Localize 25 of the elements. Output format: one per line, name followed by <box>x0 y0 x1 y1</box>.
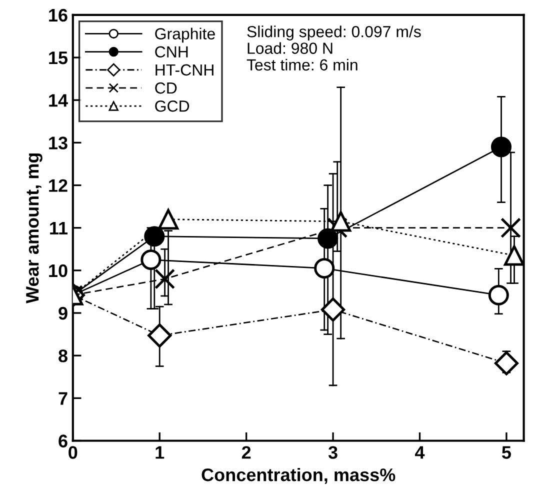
legend-label: GCD <box>155 100 190 112</box>
y-tick-label: 12 <box>49 179 68 192</box>
y-tick-label: 8 <box>58 350 68 362</box>
y-tick-label: 10 <box>49 264 68 278</box>
y-tick-label: 9 <box>58 306 68 320</box>
legend-label: CNH <box>155 46 188 58</box>
x-tick-label: 2 <box>242 446 251 459</box>
y-tick-label: 6 <box>58 434 68 448</box>
y-axis-title: Wear amount, mg <box>26 153 42 304</box>
x-tick-label: 0 <box>68 446 78 459</box>
y-tick-label: 16 <box>49 8 68 22</box>
x-tick-label: 4 <box>415 446 425 459</box>
y-tick-label: 13 <box>49 136 68 150</box>
x-tick-label: 3 <box>328 446 338 459</box>
x-tick-label: 1 <box>156 446 164 459</box>
y-tick-label: 11 <box>50 222 68 234</box>
legend-label: Graphite <box>155 28 215 43</box>
x-axis-title: Concentration, mass% <box>202 468 396 484</box>
legend-label: HT-CNH <box>156 64 214 76</box>
annotation: Sliding speed: 0.097 m/s Load: 980 N Test time: 6 min <box>246 26 421 71</box>
x-tick-label: 5 <box>502 446 511 459</box>
y-tick-label: 7 <box>58 392 68 405</box>
legend-label: CD <box>155 82 177 94</box>
y-tick-label: 14 <box>49 94 68 107</box>
y-tick-label: 15 <box>49 52 68 64</box>
